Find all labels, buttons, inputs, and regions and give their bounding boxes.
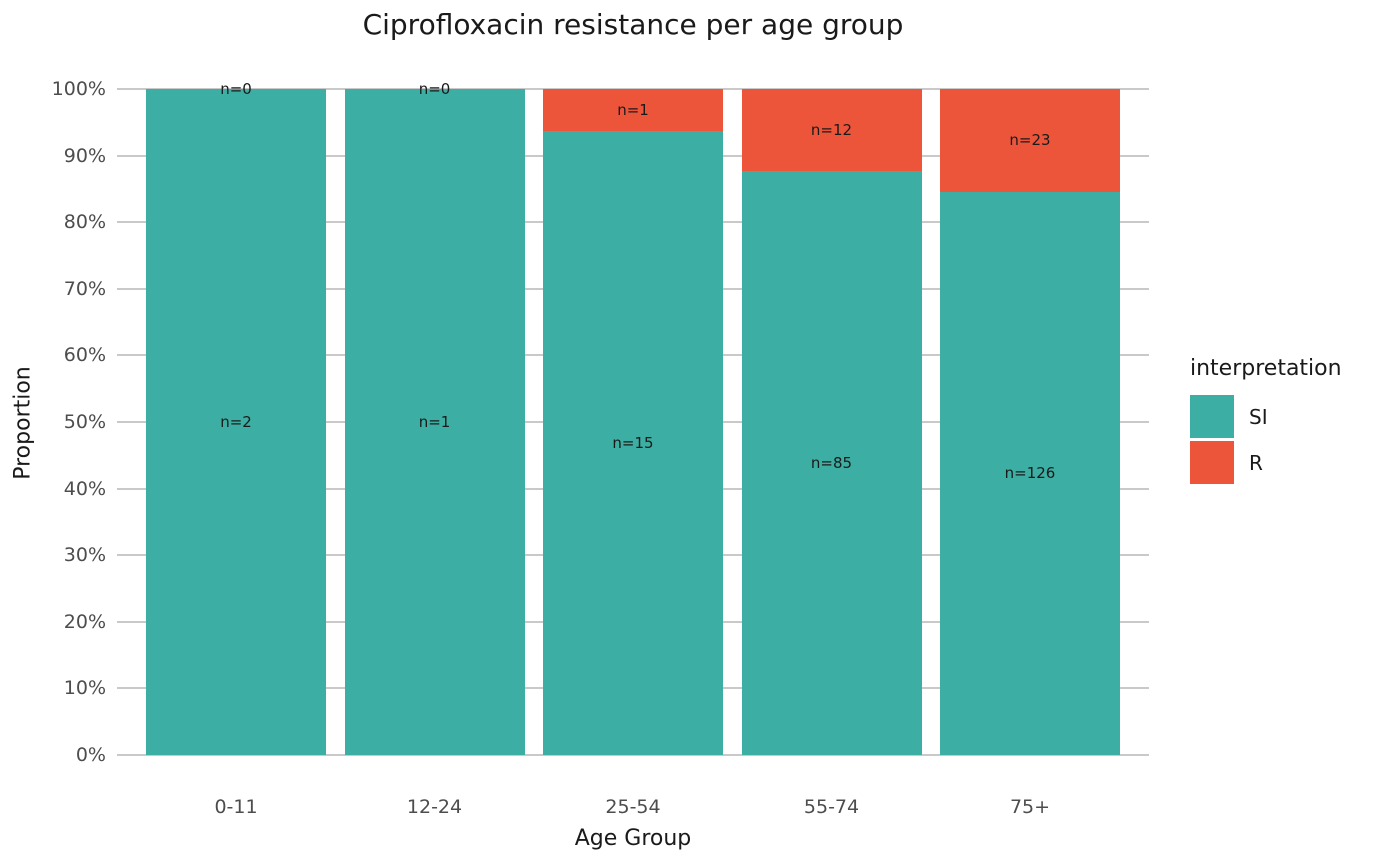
x-tick-label: 12-24 xyxy=(406,796,463,818)
x-tick-label: 75+ xyxy=(1009,796,1051,818)
y-tick-label: 0% xyxy=(75,744,106,766)
bar-count-label-si: n=126 xyxy=(1004,464,1056,483)
bar-count-label-r: n=0 xyxy=(418,80,451,98)
y-tick-label: 40% xyxy=(63,477,106,500)
y-tick-label: 50% xyxy=(63,411,106,433)
legend-swatch-r xyxy=(1190,441,1234,484)
bar-segment-si xyxy=(940,191,1120,755)
legend-title: interpretation xyxy=(1190,356,1342,381)
bar-count-label-r: n=1 xyxy=(617,100,649,119)
bar-segment-si xyxy=(344,89,525,755)
legend-label-r: R xyxy=(1249,450,1263,475)
legend-label-si: SI xyxy=(1249,404,1268,429)
bar-count-label-r: n=0 xyxy=(220,80,252,98)
x-tick-label: 55-74 xyxy=(803,796,860,818)
bar-count-label-si: n=1 xyxy=(418,413,451,431)
bar-count-label-r: n=12 xyxy=(810,121,853,140)
y-tick-label: 80% xyxy=(63,211,106,234)
x-axis-title: Age Group xyxy=(574,826,692,851)
bar-segment-r xyxy=(940,89,1120,192)
bar-count-label-si: n=85 xyxy=(810,454,853,473)
bar-segment-si xyxy=(543,130,723,755)
bar-count-label-r: n=23 xyxy=(1009,131,1051,150)
bar-count-label-si: n=15 xyxy=(612,433,654,452)
x-tick-label: 0-11 xyxy=(214,796,258,818)
y-tick-label: 20% xyxy=(63,610,106,633)
bar-count-label-si: n=2 xyxy=(220,413,252,431)
chart-title: Ciprofloxacin resistance per age group xyxy=(362,8,904,41)
y-gridline xyxy=(117,754,1149,756)
legend-swatch-si xyxy=(1190,395,1234,438)
x-tick-label: 25-54 xyxy=(605,796,661,818)
bar-segment-si xyxy=(146,89,326,755)
y-tick-label: 30% xyxy=(63,544,106,567)
y-tick-label: 90% xyxy=(63,144,106,167)
bar-segment-si xyxy=(741,171,922,755)
y-tick-label: 60% xyxy=(63,344,106,367)
y-tick-label: 10% xyxy=(63,677,106,700)
legend-item-r: R xyxy=(1190,441,1342,484)
legend: interpretation SI R xyxy=(1190,356,1342,487)
bar-segment-r xyxy=(543,89,723,131)
bar-segment-r xyxy=(741,89,922,172)
legend-item-si: SI xyxy=(1190,395,1342,438)
y-tick-label: 70% xyxy=(63,277,106,300)
y-tick-label: 100% xyxy=(51,78,106,100)
